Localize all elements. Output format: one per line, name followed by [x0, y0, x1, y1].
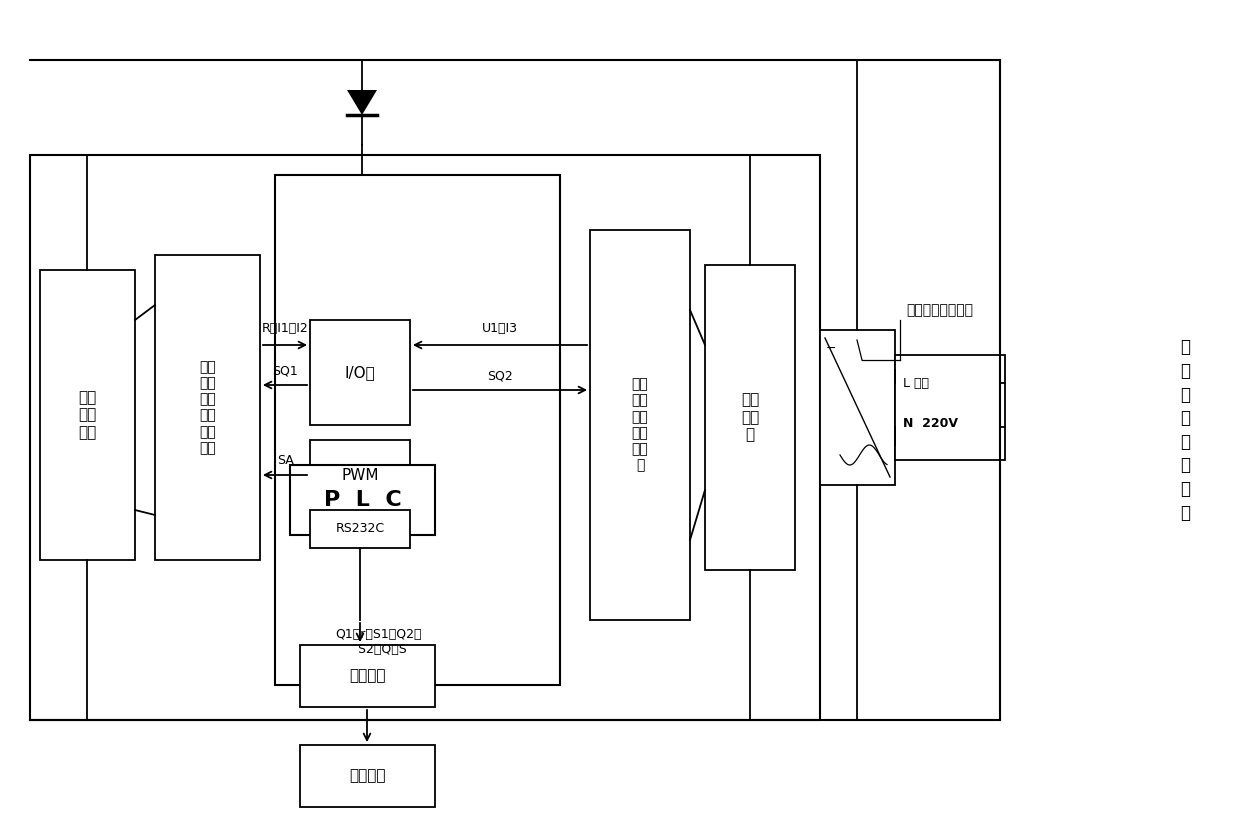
Bar: [30, 155, 820, 720]
Text: R、I1、I2: R、I1、I2: [262, 322, 309, 335]
Text: RS232C: RS232C: [336, 522, 384, 535]
Text: 超级
电容
组: 超级 电容 组: [740, 393, 759, 442]
Text: N  220V: N 220V: [903, 416, 959, 430]
Text: 锂动
力电
池组
电量
检测
模块: 锂动 力电 池组 电量 检测 模块: [200, 360, 216, 455]
Text: SQ2: SQ2: [487, 369, 513, 382]
Text: 数据储存: 数据储存: [350, 768, 386, 783]
Text: I/O口: I/O口: [345, 365, 376, 380]
Bar: [310, 510, 410, 548]
Bar: [290, 465, 435, 535]
Bar: [895, 355, 1004, 460]
Bar: [706, 265, 795, 570]
Text: SA: SA: [277, 454, 294, 467]
Polygon shape: [347, 90, 377, 115]
Text: −: −: [826, 341, 837, 354]
Text: 超级
电容
组电
量检
测模
块: 超级 电容 组电 量检 测模 块: [631, 378, 649, 473]
Text: Q1、r、S1、Q2、
  S2、Q、S: Q1、r、S1、Q2、 S2、Q、S: [335, 628, 422, 656]
Text: P  L  C: P L C: [324, 490, 402, 510]
Bar: [310, 440, 410, 510]
Text: 混合电池充电系统: 混合电池充电系统: [906, 303, 973, 317]
Bar: [300, 745, 435, 807]
Bar: [590, 230, 689, 620]
Text: U1、I3: U1、I3: [482, 322, 518, 335]
Bar: [820, 330, 895, 485]
Text: L 单向: L 单向: [903, 376, 929, 389]
Bar: [310, 320, 410, 425]
Text: 锂动
力电
池组: 锂动 力电 池组: [78, 390, 97, 440]
Bar: [275, 175, 560, 685]
Text: 风
电
系
统
变
桨
系
统: 风 电 系 统 变 桨 系 统: [1180, 339, 1190, 521]
Text: PWM: PWM: [341, 468, 378, 483]
Text: SQ1: SQ1: [272, 364, 298, 377]
Bar: [40, 270, 135, 560]
Bar: [300, 645, 435, 707]
Bar: [155, 255, 260, 560]
Text: 显示模块: 显示模块: [350, 669, 386, 684]
